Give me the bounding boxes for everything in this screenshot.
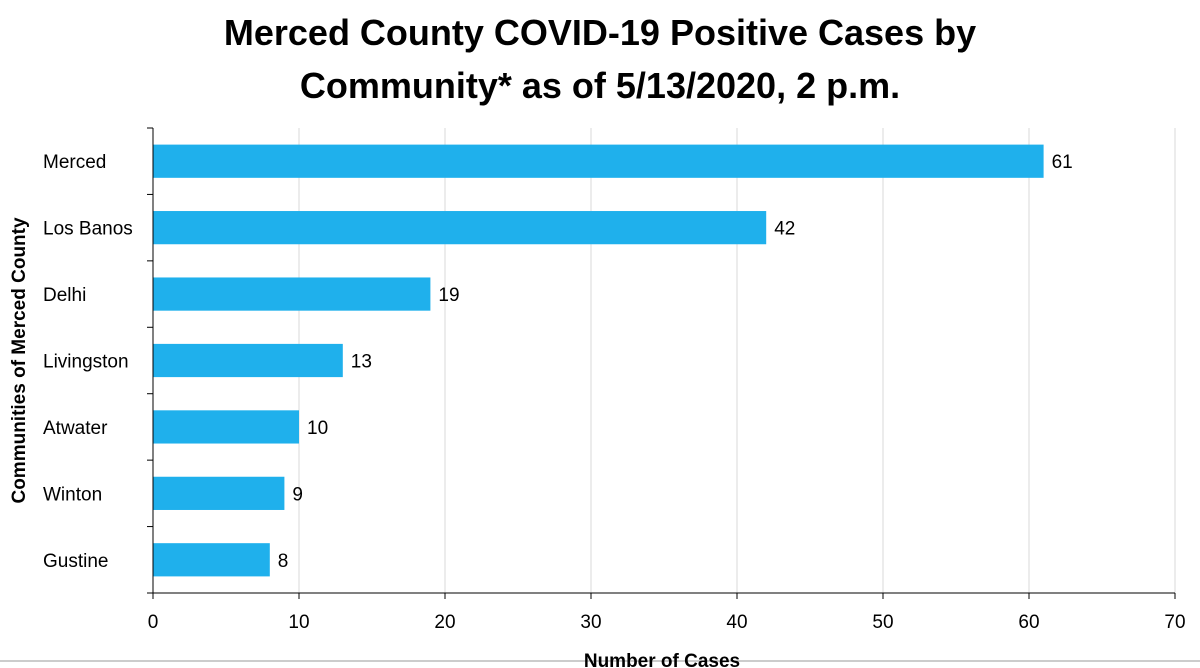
chart-title-line-1: Merced County COVID-19 Positive Cases by xyxy=(223,12,977,53)
category-label-livingston: Livingston xyxy=(43,352,129,373)
x-tick-label-50: 50 xyxy=(872,612,893,633)
bar-livingston xyxy=(153,343,343,378)
bar-atwater xyxy=(153,410,299,444)
data-label-gustine: 8 xyxy=(278,551,289,572)
category-label-merced: Merced xyxy=(43,152,106,173)
data-label-livingston: 13 xyxy=(351,352,372,373)
data-label-delhi: 19 xyxy=(438,285,459,306)
x-tick-label-0: 0 xyxy=(148,612,159,633)
chart-title: Merced County COVID-19 Positive Cases by… xyxy=(0,6,1200,112)
bar-delhi xyxy=(153,277,431,311)
category-label-los-banos: Los Banos xyxy=(43,219,133,240)
bar-merced xyxy=(153,144,1044,178)
category-label-winton: Winton xyxy=(43,484,102,505)
x-tick-label-20: 20 xyxy=(434,612,455,633)
bar-gustine xyxy=(153,543,270,577)
bars xyxy=(153,144,1044,577)
x-tick-label-40: 40 xyxy=(726,612,747,633)
x-tick-label-30: 30 xyxy=(580,612,601,633)
category-label-delhi: Delhi xyxy=(43,285,86,306)
data-label-merced: 61 xyxy=(1052,152,1073,173)
category-label-gustine: Gustine xyxy=(43,551,108,572)
x-tick-label-60: 60 xyxy=(1018,612,1039,633)
data-label-los-banos: 42 xyxy=(774,219,795,240)
data-label-winton: 9 xyxy=(292,484,303,505)
y-axis-title: Communities of Merced County xyxy=(9,217,30,504)
category-label-atwater: Atwater xyxy=(43,418,108,439)
bar-los-banos xyxy=(153,211,767,245)
axes xyxy=(0,127,1200,662)
grid-lines xyxy=(298,128,1176,593)
labels: 61 Merced 42 Los Banos 19 Delhi 13 Livingston 10… xyxy=(43,152,1186,633)
bar-winton xyxy=(153,476,285,510)
chart-title-line-2: Community* as of 5/13/2020, 2 p.m. xyxy=(299,65,901,106)
x-tick-label-10: 10 xyxy=(288,612,309,633)
x-tick-label-70: 70 xyxy=(1164,612,1185,633)
x-axis-title: Number of Cases xyxy=(584,651,740,668)
data-label-atwater: 10 xyxy=(307,418,328,439)
